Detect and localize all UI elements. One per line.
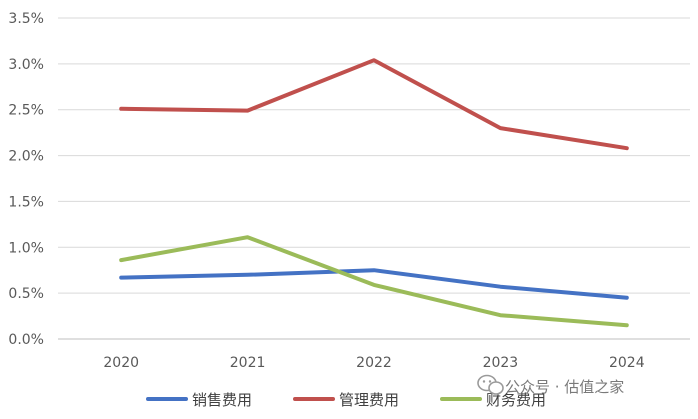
y-tick-label: 0.5% <box>8 286 44 302</box>
legend-label: 管理费用 <box>339 391 399 409</box>
x-tick-label: 2023 <box>483 355 519 371</box>
legend-label: 销售费用 <box>192 391 252 409</box>
y-tick-label: 1.5% <box>8 194 44 210</box>
x-axis-tick-labels: 2020 2021 2022 2023 2024 <box>103 355 644 371</box>
series-line <box>119 58 629 151</box>
y-tick-label: 1.0% <box>8 240 44 256</box>
legend: 销售费用 管理费用 财务费用 <box>146 391 546 409</box>
series-line <box>119 268 629 300</box>
y-tick-label: 0.0% <box>8 332 44 348</box>
wechat-icon <box>477 374 504 395</box>
y-tick-label: 3.0% <box>8 57 44 73</box>
watermark-text: 公众号 · 估值之家 <box>505 378 624 396</box>
y-tick-label: 2.5% <box>8 103 44 119</box>
y-axis-tick-labels: 0.0% 0.5% 1.0% 1.5% 2.0% 2.5% 3.0% 3.5% <box>8 11 44 348</box>
x-tick-label: 2021 <box>230 355 266 371</box>
x-tick-label: 2022 <box>356 355 392 371</box>
y-tick-label: 3.5% <box>8 11 44 27</box>
y-tick-label: 2.0% <box>8 149 44 165</box>
x-tick-label: 2020 <box>103 355 139 371</box>
series-line <box>119 235 629 328</box>
legend-label: 财务费用 <box>486 391 546 409</box>
gridlines <box>58 17 690 340</box>
x-tick-label: 2024 <box>609 355 645 371</box>
series-lines <box>119 58 629 328</box>
watermark: 公众号 · 估值之家 <box>477 374 624 396</box>
